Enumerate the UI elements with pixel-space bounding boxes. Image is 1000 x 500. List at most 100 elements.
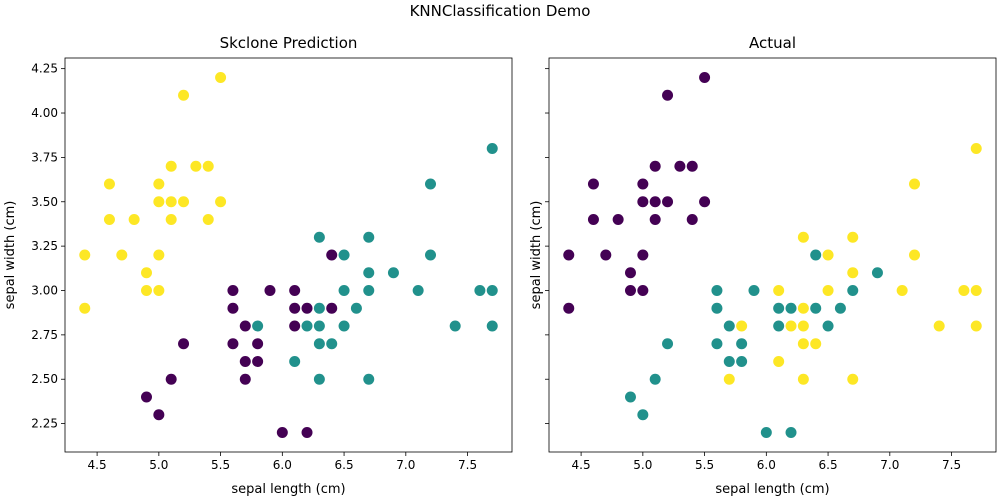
scatter-point xyxy=(624,267,636,279)
x-tick-label: 7.5 xyxy=(458,458,477,472)
scatter-point xyxy=(699,72,711,84)
scatter-point xyxy=(723,355,735,367)
scatter-point xyxy=(239,373,251,385)
scatter-point xyxy=(313,320,325,332)
scatter-point xyxy=(363,373,375,385)
y-tick-label: 3.50 xyxy=(31,195,58,209)
scatter-point xyxy=(686,160,698,172)
scatter-point xyxy=(449,320,461,332)
scatter-point xyxy=(363,284,375,296)
scatter-point xyxy=(748,284,760,296)
scatter-point xyxy=(326,249,338,261)
scatter-point xyxy=(909,249,921,261)
y-tick-label: 3.75 xyxy=(31,150,58,164)
scatter-point xyxy=(165,196,177,208)
scatter-point xyxy=(227,338,239,350)
scatter-point xyxy=(686,214,698,226)
scatter-point xyxy=(425,178,437,190)
scatter-point xyxy=(637,178,649,190)
scatter-point xyxy=(79,302,91,314)
scatter-point xyxy=(822,249,834,261)
scatter-point xyxy=(773,284,785,296)
scatter-point xyxy=(350,302,362,314)
y-tick-label: 4.25 xyxy=(31,62,58,76)
x-axis-label: sepal length (cm) xyxy=(231,482,345,497)
scatter-point xyxy=(103,178,115,190)
scatter-point xyxy=(847,267,859,279)
scatter-point xyxy=(153,284,165,296)
y-tick-label: 3.25 xyxy=(31,239,58,253)
scatter-point xyxy=(165,160,177,172)
x-tick-label: 6.5 xyxy=(335,458,354,472)
panel-actual: 4.5 5.0 5.5 6.0 6.5 7.0 7.5 Actual sepal length … xyxy=(529,34,997,497)
scatter-point xyxy=(153,409,165,421)
scatter-point xyxy=(723,320,735,332)
scatter-point xyxy=(227,284,239,296)
scatter-point xyxy=(970,320,982,332)
scatter-point xyxy=(711,338,723,350)
scatter-point xyxy=(810,302,822,314)
scatter-point xyxy=(338,320,350,332)
scatter-point xyxy=(326,338,338,350)
scatter-point xyxy=(822,320,834,332)
scatter-point xyxy=(649,160,661,172)
scatter-point xyxy=(363,231,375,243)
scatter-point xyxy=(637,409,649,421)
scatter-point xyxy=(736,320,748,332)
scatter-point xyxy=(637,249,649,261)
x-tick-label: 7.0 xyxy=(880,458,899,472)
scatter-point xyxy=(301,302,313,314)
scatter-point xyxy=(847,284,859,296)
scatter-point xyxy=(736,355,748,367)
y-tick-label: 2.25 xyxy=(31,417,58,431)
scatter-point xyxy=(289,284,301,296)
scatter-point xyxy=(252,338,264,350)
x-tick-label: 4.5 xyxy=(572,458,591,472)
scatter-point xyxy=(474,284,486,296)
scatter-point xyxy=(116,249,128,261)
scatter-point xyxy=(289,320,301,332)
scatter-point xyxy=(425,249,437,261)
scatter-point xyxy=(140,284,152,296)
x-tick-label: 4.5 xyxy=(88,458,107,472)
scatter-point xyxy=(711,302,723,314)
scatter-point xyxy=(933,320,945,332)
scatter-point xyxy=(563,249,575,261)
scatter-point xyxy=(289,302,301,314)
scatter-point xyxy=(313,231,325,243)
scatter-point xyxy=(215,72,227,84)
scatter-point xyxy=(276,426,288,438)
scatter-point xyxy=(338,249,350,261)
scatter-point xyxy=(723,373,735,385)
scatter-point xyxy=(909,178,921,190)
scatter-point xyxy=(970,143,982,155)
scatter-point xyxy=(637,196,649,208)
y-axis-label: sepal width (cm) xyxy=(3,201,18,310)
scatter-point xyxy=(773,302,785,314)
scatter-point xyxy=(128,214,140,226)
scatter-point xyxy=(486,320,498,332)
scatter-point xyxy=(486,143,498,155)
scatter-point xyxy=(847,373,859,385)
scatter-point xyxy=(190,160,202,172)
scatter-point xyxy=(289,355,301,367)
scatter-point xyxy=(140,267,152,279)
scatter-point xyxy=(760,426,772,438)
scatter-point xyxy=(834,302,846,314)
scatter-point xyxy=(79,249,91,261)
x-tick-label: 5.5 xyxy=(211,458,230,472)
scatter-point xyxy=(847,231,859,243)
scatter-point xyxy=(797,231,809,243)
scatter-point xyxy=(313,338,325,350)
scatter-point xyxy=(773,320,785,332)
scatter-point xyxy=(264,284,276,296)
scatter-point xyxy=(797,373,809,385)
scatter-point xyxy=(486,284,498,296)
y-tick-label: 3.00 xyxy=(31,283,58,297)
scatter-point xyxy=(313,373,325,385)
scatter-point xyxy=(624,284,636,296)
scatter-point xyxy=(797,302,809,314)
scatter-point xyxy=(810,338,822,350)
scatter-point xyxy=(773,355,785,367)
scatter-point xyxy=(178,196,190,208)
